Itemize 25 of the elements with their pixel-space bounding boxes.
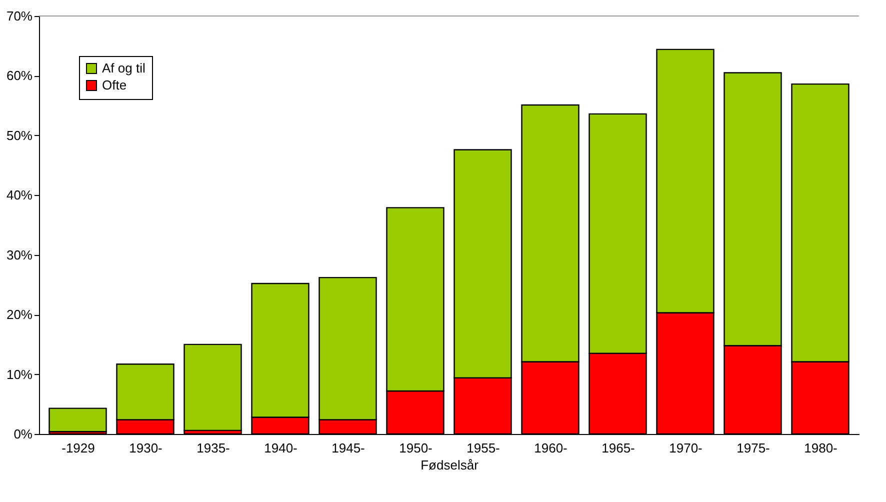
y-tick-label: 40%	[6, 188, 33, 203]
y-tick-label: 0%	[14, 426, 33, 442]
x-tick-label: 1970-	[669, 440, 702, 456]
x-tick-label: 1960-	[534, 440, 568, 456]
y-tick-label: 10%	[6, 366, 33, 382]
x-tick-label: 1955-	[466, 440, 500, 456]
x-tick-label: 1940-	[264, 440, 298, 456]
y-tick-label: 60%	[6, 68, 33, 84]
legend-label: Af og til	[102, 60, 146, 76]
x-tick-label: 1945-	[332, 440, 365, 456]
x-axis-title: Fødselsår	[420, 458, 480, 472]
y-tick-label: 50%	[6, 128, 33, 143]
x-tick-label: 1930-	[129, 440, 162, 456]
x-tick-label: 1975-	[736, 440, 770, 456]
bar	[48, 408, 107, 432]
y-tick-label: 70%	[6, 8, 33, 24]
bar	[184, 344, 242, 432]
x-tick-label: 1965-	[602, 440, 635, 456]
x-tick-label: -1929	[62, 440, 95, 456]
x-tick-label: 1980-	[804, 440, 838, 456]
y-tick-label: 30%	[6, 247, 33, 262]
y-tick-label: 20%	[6, 307, 33, 322]
legend-label: Ofte	[102, 78, 127, 92]
x-tick-label: 1950-	[399, 440, 432, 456]
x-tick-label: 1935-	[196, 440, 230, 456]
